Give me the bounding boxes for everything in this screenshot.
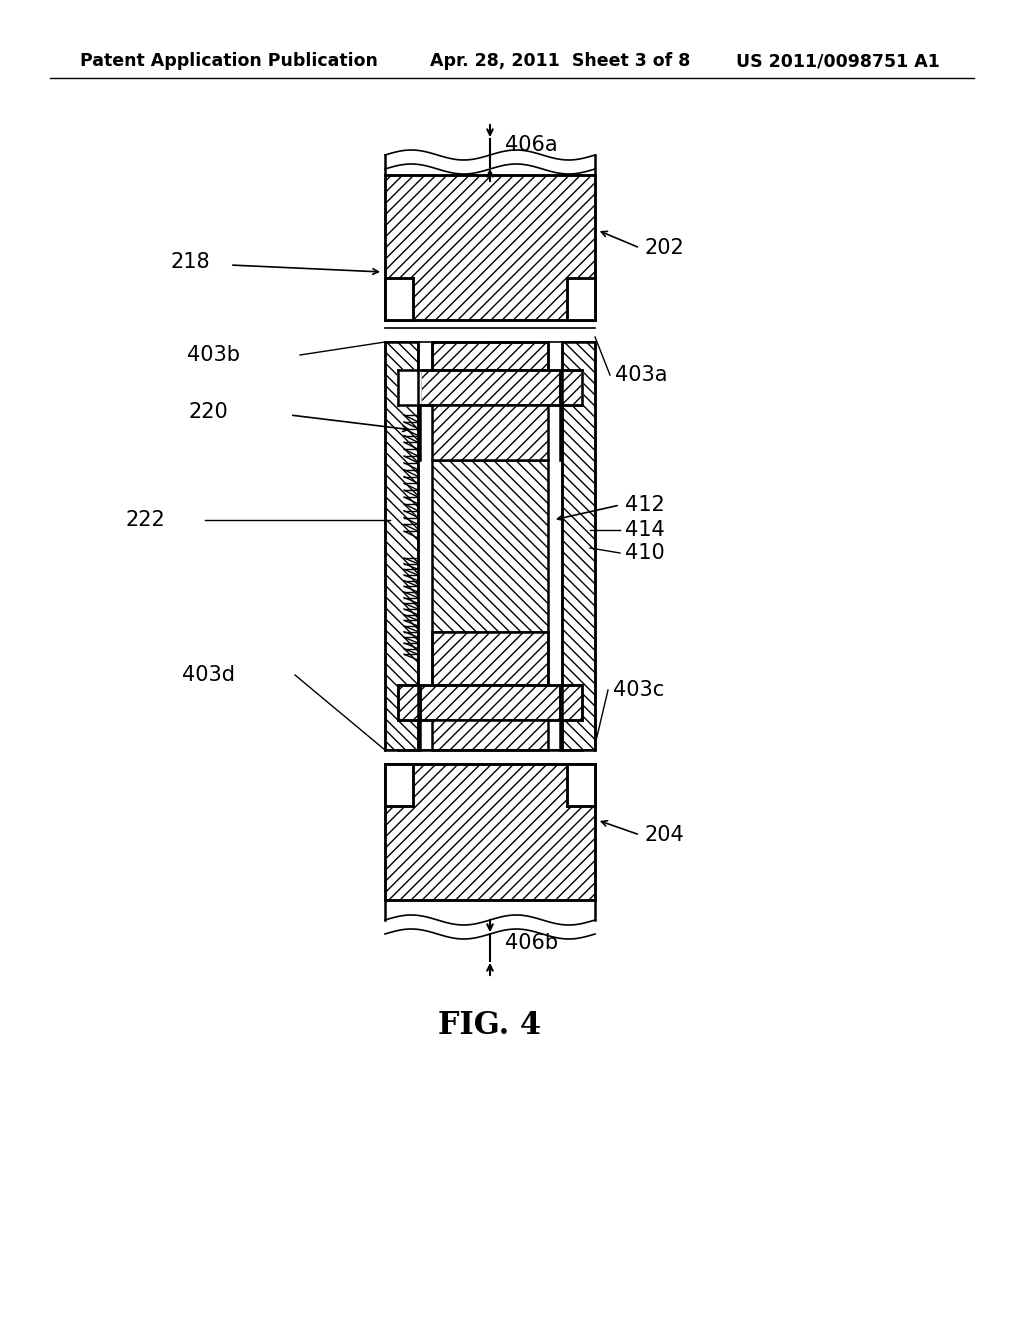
Bar xyxy=(398,685,420,719)
Text: 406a: 406a xyxy=(505,135,558,154)
Bar xyxy=(385,764,595,900)
Bar xyxy=(560,685,582,719)
Text: Apr. 28, 2011  Sheet 3 of 8: Apr. 28, 2011 Sheet 3 of 8 xyxy=(430,51,690,70)
Bar xyxy=(567,764,595,807)
Bar xyxy=(385,279,413,319)
Text: 204: 204 xyxy=(645,825,685,845)
Text: 218: 218 xyxy=(170,252,210,272)
Bar xyxy=(420,685,560,719)
Text: 403c: 403c xyxy=(613,680,665,700)
Text: 414: 414 xyxy=(625,520,665,540)
Bar xyxy=(385,342,418,750)
Text: 403b: 403b xyxy=(187,345,240,366)
Text: FIG. 4: FIG. 4 xyxy=(438,1010,542,1041)
Text: 406b: 406b xyxy=(505,933,558,953)
Bar xyxy=(560,370,582,405)
Bar xyxy=(432,632,548,685)
Bar xyxy=(432,405,548,459)
Text: 412: 412 xyxy=(625,495,665,515)
Text: 220: 220 xyxy=(188,403,228,422)
Text: 202: 202 xyxy=(645,238,685,257)
Bar xyxy=(432,459,548,632)
Bar xyxy=(567,279,595,319)
Text: 403a: 403a xyxy=(615,366,668,385)
Text: 403d: 403d xyxy=(182,665,234,685)
Bar xyxy=(385,764,413,807)
Bar xyxy=(398,370,420,405)
Bar xyxy=(562,342,595,750)
Bar xyxy=(398,370,420,405)
Bar xyxy=(385,176,595,319)
Bar xyxy=(432,342,548,370)
Text: Patent Application Publication: Patent Application Publication xyxy=(80,51,378,70)
Text: 222: 222 xyxy=(125,510,165,531)
Text: 410: 410 xyxy=(625,543,665,564)
Bar xyxy=(420,370,560,405)
Bar xyxy=(432,719,548,750)
Text: US 2011/0098751 A1: US 2011/0098751 A1 xyxy=(736,51,940,70)
